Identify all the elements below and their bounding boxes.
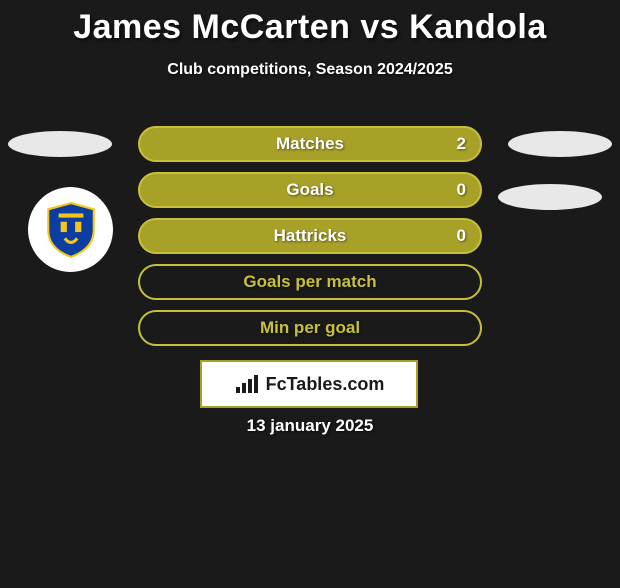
stat-row: Matches 2: [138, 126, 482, 162]
left-player-ellipse: [8, 131, 112, 157]
stat-row: Goals 0: [138, 172, 482, 208]
page-title: James McCarten vs Kandola: [0, 8, 620, 47]
brand-text: FcTables.com: [266, 374, 385, 395]
brand-chart-icon: [234, 373, 260, 395]
stat-value: 0: [457, 180, 466, 200]
stat-row: Hattricks 0: [138, 218, 482, 254]
stat-value: 2: [457, 134, 466, 154]
stat-label: Matches: [276, 134, 344, 154]
brand-box: FcTables.com: [200, 360, 418, 408]
stat-label: Hattricks: [274, 226, 347, 246]
stat-row: Goals per match: [138, 264, 482, 300]
stat-label: Min per goal: [260, 318, 360, 338]
crest-shield-icon: [40, 199, 102, 261]
stat-rows: Matches 2 Goals 0 Hattricks 0 Goals per match M…: [138, 126, 482, 356]
stat-row: Min per goal: [138, 310, 482, 346]
right-player-ellipse-2: [498, 184, 602, 210]
right-player-ellipse-1: [508, 131, 612, 157]
date-line: 13 january 2025: [0, 416, 620, 436]
stat-label: Goals per match: [243, 272, 376, 292]
subtitle: Club competitions, Season 2024/2025: [0, 61, 620, 79]
stat-label: Goals: [286, 180, 333, 200]
club-crest: [28, 187, 113, 272]
stat-value: 0: [457, 226, 466, 246]
